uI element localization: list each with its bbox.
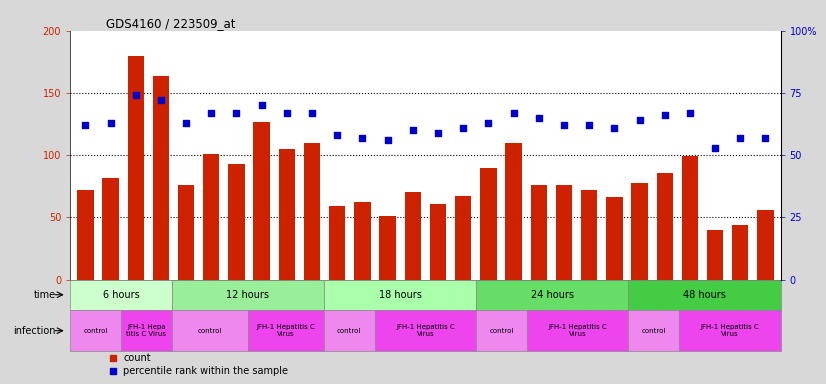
Bar [324, 310, 375, 351]
Bar [480, 167, 496, 280]
Point [230, 110, 243, 116]
Text: JFH-1 Hepatitis C
Virus: JFH-1 Hepatitis C Virus [396, 324, 455, 337]
Point [683, 110, 696, 116]
Text: JFH-1 Hepa
titis C Virus: JFH-1 Hepa titis C Virus [126, 324, 166, 337]
Point [633, 117, 646, 123]
Point [431, 130, 444, 136]
Bar [707, 230, 724, 280]
Bar [172, 310, 248, 351]
Bar [757, 210, 774, 280]
Point [582, 122, 596, 128]
Bar [455, 196, 472, 280]
Point [306, 110, 319, 116]
Point [154, 97, 168, 103]
Bar [70, 280, 172, 310]
Point [457, 125, 470, 131]
Point [381, 137, 394, 143]
Bar [629, 280, 781, 310]
Text: time: time [34, 290, 56, 300]
Bar [228, 164, 244, 280]
Point [482, 120, 495, 126]
Bar [324, 280, 476, 310]
Bar [530, 185, 547, 280]
Point [205, 110, 218, 116]
Bar [375, 310, 476, 351]
Bar [304, 143, 320, 280]
Bar [354, 202, 371, 280]
Point [280, 110, 293, 116]
Bar [732, 225, 748, 280]
Text: JFH-1 Hepatitis C
Virus: JFH-1 Hepatitis C Virus [548, 324, 607, 337]
Text: control: control [197, 328, 222, 334]
Bar [657, 172, 673, 280]
Point [129, 92, 142, 98]
Bar [379, 216, 396, 280]
Point [558, 122, 571, 128]
Text: JFH-1 Hepatitis C
Virus: JFH-1 Hepatitis C Virus [700, 324, 759, 337]
Bar [556, 185, 572, 280]
Text: 6 hours: 6 hours [102, 290, 140, 300]
Text: control: control [489, 328, 514, 334]
Point [733, 135, 747, 141]
Bar [679, 310, 781, 351]
Text: percentile rank within the sample: percentile rank within the sample [124, 366, 288, 376]
Point [330, 132, 344, 138]
Text: control: control [337, 328, 362, 334]
Text: control: control [83, 328, 107, 334]
Bar [476, 310, 527, 351]
Bar [329, 206, 345, 280]
Text: count: count [124, 353, 151, 362]
Bar [254, 122, 270, 280]
Bar [606, 197, 623, 280]
Bar [70, 310, 121, 351]
Point [78, 122, 92, 128]
Bar [77, 190, 93, 280]
Text: 18 hours: 18 hours [378, 290, 421, 300]
Bar [203, 154, 220, 280]
Text: control: control [642, 328, 666, 334]
Bar [405, 192, 421, 280]
Point [759, 135, 772, 141]
Text: GDS4160 / 223509_at: GDS4160 / 223509_at [106, 17, 235, 30]
Bar [476, 280, 629, 310]
Bar [631, 182, 648, 280]
Bar [153, 76, 169, 280]
Text: 48 hours: 48 hours [683, 290, 726, 300]
Bar [527, 310, 629, 351]
Point [406, 127, 420, 133]
Bar [681, 156, 698, 280]
Text: JFH-1 Hepatitis C
Virus: JFH-1 Hepatitis C Virus [257, 324, 316, 337]
Bar [506, 143, 522, 280]
Bar [178, 185, 194, 280]
Text: infection: infection [13, 326, 56, 336]
Bar [248, 310, 324, 351]
Bar [430, 204, 446, 280]
Bar [172, 280, 324, 310]
Point [608, 125, 621, 131]
Text: 24 hours: 24 hours [531, 290, 574, 300]
Point [507, 110, 520, 116]
Point [709, 145, 722, 151]
Point [658, 112, 672, 118]
Bar [127, 56, 144, 280]
Point [532, 115, 545, 121]
Point [356, 135, 369, 141]
Bar [102, 177, 119, 280]
Point [255, 102, 268, 108]
Text: 12 hours: 12 hours [226, 290, 269, 300]
Bar [629, 310, 679, 351]
Point [179, 120, 192, 126]
Bar [581, 190, 597, 280]
Bar [278, 149, 295, 280]
Bar [121, 310, 172, 351]
Point [104, 120, 117, 126]
